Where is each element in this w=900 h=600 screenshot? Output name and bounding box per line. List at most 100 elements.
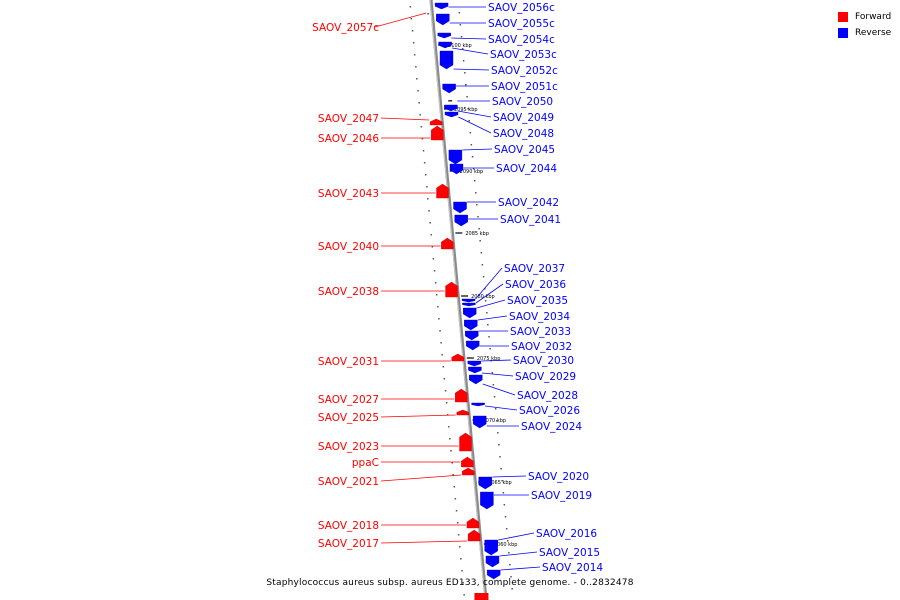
gene-label: SAOV_2028 (517, 390, 578, 402)
tick-dot (465, 84, 467, 86)
gene-feature-reverse (465, 330, 479, 341)
tick-dot (458, 12, 461, 14)
gene-leader (481, 372, 514, 377)
gene-leader (452, 47, 489, 55)
tick-dot (441, 354, 443, 356)
gene-label: SAOV_2056c (488, 2, 555, 14)
tick-dot (444, 390, 447, 392)
tick-dot (417, 90, 419, 92)
gene-feature-reverse (448, 100, 453, 102)
gene-label: SAOV_2048 (493, 128, 554, 140)
tick-dot (462, 582, 464, 584)
tick-dots (409, 6, 513, 596)
gene-label: SAOV_2017 (318, 538, 379, 550)
tick-dot (409, 6, 412, 8)
gene-label: ppaC (352, 457, 379, 469)
tick-dot (431, 246, 434, 248)
gene-leader (457, 110, 492, 118)
gene-feature-reverse (453, 201, 467, 214)
legend-reverse-label: Reverse (855, 27, 892, 38)
gene-feature-reverse (478, 476, 492, 490)
tick-dot (448, 426, 450, 428)
forward-swatch (838, 11, 848, 22)
tick-dot (437, 306, 439, 308)
tick-dot (495, 420, 498, 422)
scale-tick-label: 2090 kbp (460, 169, 484, 175)
tick-dot (467, 108, 469, 110)
gene-leader (380, 117, 430, 121)
legend: Forward Reverse (838, 9, 898, 41)
gene-leader (453, 68, 490, 71)
tick-dot (419, 114, 421, 116)
gene-label: SAOV_2026 (519, 405, 580, 417)
tick-dot (464, 72, 466, 74)
tick-dot (475, 192, 477, 194)
gene-label: SAOV_2030 (513, 355, 574, 367)
tick-dot (492, 384, 495, 386)
gene-feature-reverse (462, 307, 477, 319)
gene-leader (476, 299, 506, 309)
gene-feature-reverse (442, 83, 456, 94)
gene-feature-forward (455, 388, 468, 403)
tick-dot (486, 312, 488, 314)
tick-dot (435, 294, 438, 296)
legend-forward-label: Forward (855, 11, 892, 22)
gene-label: SAOV_2040 (318, 241, 379, 253)
tick-dot (432, 258, 435, 260)
scale-tick-label: 2060 kbp (494, 542, 518, 548)
tick-dot (443, 378, 446, 380)
tick-dot (426, 186, 428, 188)
gene-leader (451, 37, 487, 40)
tick-dot (473, 180, 476, 182)
tick-dot (412, 42, 415, 44)
reverse-swatch (838, 27, 848, 38)
gene-feature-reverse (437, 32, 451, 39)
gene-feature-reverse (465, 340, 480, 351)
tick-dot (511, 588, 513, 590)
tick-dot (434, 282, 437, 284)
gene-label: SAOV_2019 (531, 490, 592, 502)
gene-label: SAOV_2053c (490, 49, 557, 61)
gene-leader (462, 148, 493, 151)
gene-leader (492, 475, 527, 478)
tick-dot (478, 228, 480, 230)
tick-dot (489, 348, 491, 350)
tick-dot (413, 54, 416, 56)
gene-feature-forward (441, 237, 454, 250)
tick-dot (450, 450, 452, 452)
map-caption: Staphylococcus aureus subsp. aureus ED13… (266, 578, 634, 588)
tick-dot (459, 24, 462, 26)
gene-leader (498, 532, 535, 541)
genome-backbone (429, 0, 488, 600)
gene-leader (482, 383, 516, 396)
tick-dot (477, 216, 479, 218)
gene-leader (500, 566, 541, 571)
gene-feature-forward (430, 125, 444, 141)
gene-leader (475, 267, 503, 300)
gene-feature-reverse (454, 214, 468, 227)
tick-dot (493, 396, 496, 398)
gene-label: SAOV_2024 (521, 421, 582, 433)
tick-dot (439, 330, 441, 332)
gene-label: SAOV_2033 (510, 326, 571, 338)
gene-label: SAOV_2055c (488, 18, 555, 30)
gene-feature-reverse (471, 402, 485, 407)
tick-dot (504, 516, 507, 518)
gene-feature-reverse (449, 163, 464, 175)
tick-dot (470, 144, 473, 146)
tick-dot (459, 546, 461, 548)
gene-label: SAOV_2016 (536, 528, 597, 540)
gene-label: SAOV_2047 (318, 113, 379, 125)
tick-dot (456, 522, 459, 524)
gene-label: SAOV_2015 (539, 547, 600, 559)
gene-feature-reverse (464, 319, 478, 331)
tick-dot (484, 300, 487, 302)
tick-dot (482, 276, 485, 278)
tick-dot (446, 414, 449, 416)
scale-tick-label: 2070 kbp (483, 418, 507, 424)
tick-dot (423, 162, 426, 164)
gene-label: SAOV_2044 (496, 163, 557, 175)
gene-feature-forward (427, 13, 430, 15)
tick-dot (455, 510, 458, 512)
tick-dot (502, 492, 505, 494)
